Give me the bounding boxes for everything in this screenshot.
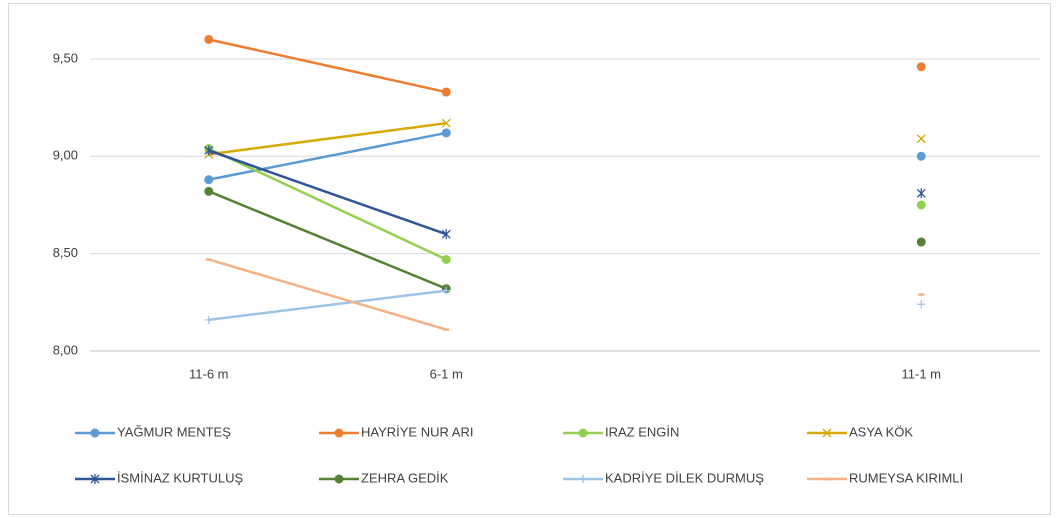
marker bbox=[916, 188, 926, 199]
marker bbox=[916, 151, 926, 161]
marker bbox=[441, 254, 451, 264]
y-tick-label: 9,50 bbox=[53, 50, 78, 65]
legend-marker bbox=[822, 428, 832, 438]
legend-marker bbox=[334, 474, 344, 484]
y-tick-label: 8,00 bbox=[53, 342, 78, 357]
legend-marker bbox=[578, 428, 588, 438]
chart-frame bbox=[8, 3, 1051, 515]
marker bbox=[916, 200, 926, 210]
legend-label: HAYRİYE NUR ARI bbox=[361, 424, 473, 439]
legend-marker bbox=[334, 428, 344, 438]
x-tick-label: 11-1 m bbox=[902, 366, 942, 381]
legend-marker bbox=[579, 475, 587, 483]
x-tick-label: 6-1 m bbox=[430, 366, 463, 381]
series-line bbox=[208, 190, 447, 290]
y-tick-label: 9,00 bbox=[53, 148, 78, 163]
marker bbox=[204, 315, 213, 324]
marker bbox=[916, 134, 926, 144]
marker bbox=[917, 300, 926, 309]
series-line bbox=[208, 38, 447, 94]
marker bbox=[441, 118, 451, 128]
marker bbox=[441, 128, 451, 138]
legend-label: ASYA KÖK bbox=[849, 424, 913, 439]
marker bbox=[916, 237, 926, 247]
series-line bbox=[208, 131, 447, 181]
marker bbox=[916, 62, 926, 72]
series-line bbox=[208, 258, 447, 331]
marker bbox=[204, 34, 214, 44]
marker bbox=[442, 286, 451, 295]
series-line bbox=[208, 121, 447, 156]
marker bbox=[441, 229, 451, 240]
legend-label: RUMEYSA KIRIMLI bbox=[849, 470, 963, 485]
legend-label: IRAZ ENGİN bbox=[605, 424, 679, 439]
legend-label: İSMİNAZ KURTULUŞ bbox=[117, 470, 243, 485]
marker bbox=[441, 87, 451, 97]
marker bbox=[204, 186, 214, 196]
y-tick-label: 8,50 bbox=[53, 245, 78, 260]
legend-marker bbox=[90, 474, 100, 484]
marker bbox=[204, 145, 214, 156]
series-line bbox=[208, 149, 447, 236]
legend-marker bbox=[90, 428, 100, 438]
legend-label: YAĞMUR MENTEŞ bbox=[117, 424, 231, 439]
series-line bbox=[208, 289, 447, 322]
legend-label: ZEHRA GEDİK bbox=[361, 470, 449, 485]
marker bbox=[204, 175, 214, 185]
legend-label: KADRİYE DİLEK DURMUŞ bbox=[605, 470, 764, 485]
x-tick-label: 11-6 m bbox=[189, 366, 229, 381]
series-line bbox=[208, 147, 447, 261]
